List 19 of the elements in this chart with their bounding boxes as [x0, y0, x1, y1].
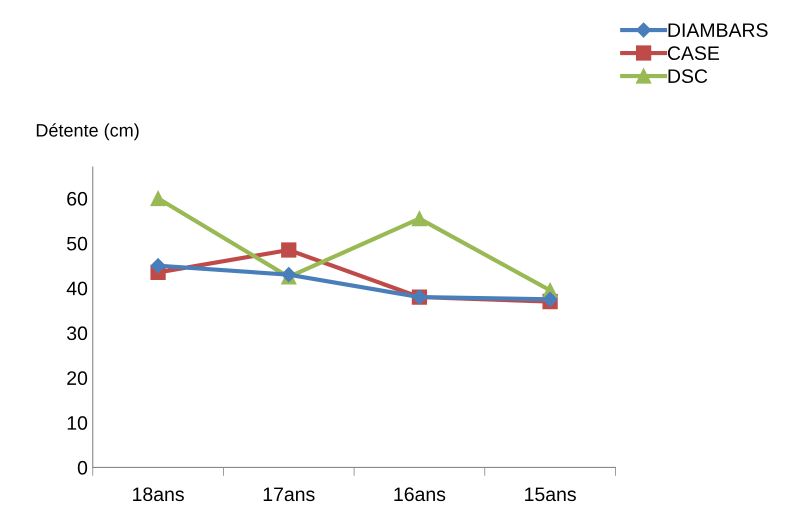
point [150, 190, 166, 206]
legend-label: DIAMBARS [668, 23, 768, 38]
x-tick-label: 18ans [133, 487, 184, 502]
y-tick-label: 30 [67, 326, 88, 340]
y-tick-label: 20 [67, 371, 88, 386]
y-tick-label: 10 [68, 416, 88, 430]
point [150, 258, 166, 274]
point [412, 210, 428, 226]
y-tick-label: 50 [67, 236, 88, 251]
x-tick-label: 16ans [394, 487, 446, 502]
point [281, 242, 296, 258]
legend-label: CASE [668, 46, 720, 60]
legend-label: DSC [668, 69, 708, 84]
x-tick-label: 17ans [264, 488, 315, 502]
y-tick-label: 0 [78, 460, 88, 475]
y-tick-label: 60 [67, 192, 88, 206]
y-axis-title: Détente (cm) [36, 123, 139, 140]
y-tick-label: 40 [66, 282, 88, 296]
x-tick-label: 15ans [525, 488, 576, 502]
